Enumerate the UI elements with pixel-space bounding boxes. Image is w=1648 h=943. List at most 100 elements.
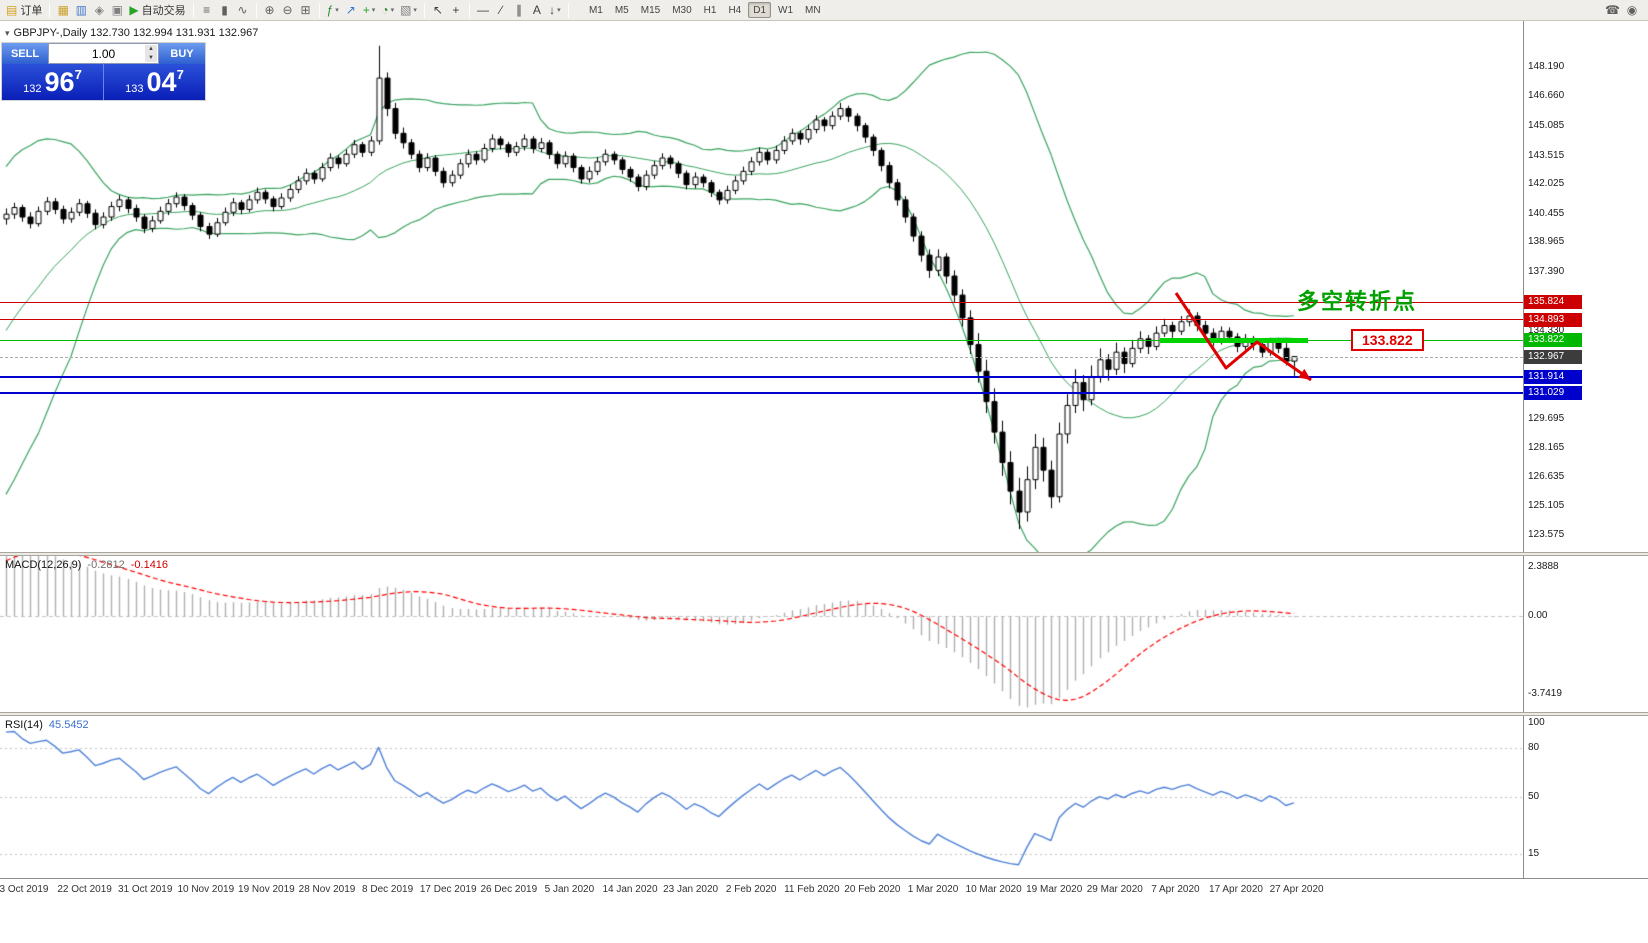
support-highlight-line[interactable] — [1160, 337, 1308, 343]
price-chart-canvas[interactable] — [0, 21, 1523, 552]
timeframe-d1[interactable]: D1 — [748, 2, 772, 18]
toolbar-buttons-group: ▤ 订单 ▦ ▥ ◈ ▣ ▶ 自动交易 ≡ ▮ ∿ ⊕ ⊖ ⊞ ƒ ▾ ↗ + ▾ ◔ ▾ ▧ ▾ ↖ + — ∕ ∥ A ↓ ▾ — [3, 0, 573, 20]
horizontal-line-131.029[interactable] — [0, 392, 1523, 395]
date-label: 8 Dec 2019 — [362, 884, 414, 895]
cursor-icon[interactable]: ↖ — [429, 1, 447, 19]
date-label: 19 Nov 2019 — [238, 884, 295, 895]
lot-increase-icon[interactable]: ▲ — [148, 46, 154, 52]
templates-icon: ▧ — [400, 3, 412, 17]
timeframe-m5[interactable]: M5 — [614, 4, 629, 16]
sell-price-display[interactable]: 132 96 7 — [2, 64, 103, 100]
horizontal-line-135.824[interactable] — [0, 301, 1523, 303]
horizontal-line-131.914[interactable] — [0, 375, 1523, 378]
price-label-132.967: 132.967 — [1524, 349, 1582, 364]
autotrade-button[interactable]: ▶ 自动交易 — [126, 1, 188, 19]
horizontal-line-133.822[interactable] — [0, 339, 1523, 341]
crosshair-icon[interactable]: + — [447, 1, 465, 19]
buy-button[interactable]: BUY — [159, 43, 205, 64]
turning-point-annotation[interactable]: 多空转折点 — [1297, 289, 1418, 314]
timeframe-w1[interactable]: W1 — [778, 4, 794, 16]
phone-dealer-icon: ☎ — [1605, 3, 1620, 17]
candlestick-chart-icon[interactable]: ▮ — [216, 1, 234, 19]
periods-icon[interactable]: ◔ ▾ — [378, 1, 397, 19]
pane-splitter[interactable] — [0, 552, 1648, 556]
date-label: 31 Oct 2019 — [117, 884, 173, 895]
chevron-down-icon: ▾ — [557, 7, 561, 14]
time-axis[interactable]: 3 Oct 2019 22 Oct 2019 31 Oct 2019 10 Nov 2… — [0, 878, 1648, 900]
zoom-in-icon[interactable]: ⊕ — [261, 1, 279, 19]
terminal-icon[interactable]: ▣ — [108, 1, 126, 19]
market-watch-icon[interactable]: ▦ — [54, 1, 72, 19]
candlestick-chart-icon: ▮ — [221, 3, 228, 17]
lot-size-field[interactable]: 1.00 ▲ ▼ — [48, 43, 159, 64]
buy-price-display[interactable]: 133 04 7 — [104, 64, 205, 100]
price-tick: 126.635 — [1528, 471, 1565, 483]
timeframe-mn[interactable]: MN — [805, 4, 821, 16]
templates-icon[interactable]: ▧ ▾ — [397, 1, 420, 19]
price-scale[interactable]: 148.190 146.660 145.085 143.515 142.025 140.4… — [1524, 21, 1648, 552]
timeframe-m15[interactable]: M15 — [640, 4, 661, 16]
chevron-down-icon: ▾ — [390, 7, 395, 14]
rsi-tick: 100 — [1528, 717, 1545, 728]
pane-splitter[interactable] — [0, 712, 1648, 716]
new-order-button[interactable]: ▤ 订单 — [3, 1, 45, 19]
navigator-icon[interactable]: ◈ — [90, 1, 108, 19]
profiles-icon: ↗ — [345, 3, 356, 17]
price-tick: 129.695 — [1528, 412, 1565, 424]
price-level-label[interactable]: 133.822 — [1351, 329, 1424, 351]
horizontal-line-icon: — — [476, 3, 489, 17]
channel-icon[interactable]: ∥ — [510, 1, 528, 19]
rsi-indicator-label: RSI(14) 45.5452 — [5, 719, 89, 731]
phone-dealer-icon[interactable]: ☎ — [1602, 1, 1623, 19]
lot-decrease-icon[interactable]: ▼ — [148, 55, 154, 61]
tile-windows-icon[interactable]: ⊞ — [297, 1, 315, 19]
lot-spinner: ▲ ▼ — [145, 45, 157, 62]
new-order-button-label: 订单 — [20, 5, 43, 17]
timeframe-h1[interactable]: H1 — [703, 4, 717, 16]
timeframe-h4[interactable]: H4 — [728, 4, 742, 16]
macd-scale[interactable]: 2.3888 0.00 -3.7419 — [1524, 556, 1648, 712]
date-label: 29 Mar 2020 — [1086, 884, 1143, 895]
date-label: 2 Feb 2020 — [725, 884, 777, 895]
sell-price-sup: 7 — [74, 67, 82, 82]
price-divider — [103, 64, 104, 100]
community-search-icon[interactable]: ◉ — [1623, 1, 1641, 19]
sell-button[interactable]: SELL — [2, 43, 48, 64]
crosshair-icon: + — [452, 3, 460, 17]
profiles-icon[interactable]: ↗ — [342, 1, 360, 19]
new-order-icon: ▤ — [6, 3, 18, 17]
horizontal-line-icon[interactable]: — — [474, 1, 492, 19]
rsi-canvas[interactable] — [0, 716, 1523, 878]
toolbar-separator — [423, 2, 425, 18]
price-tick: 148.190 — [1528, 60, 1565, 72]
timeframe-m1[interactable]: M1 — [588, 4, 603, 16]
lot-size-value: 1.00 — [91, 46, 116, 61]
horizontal-line-134.893[interactable] — [0, 319, 1523, 321]
price-tick: 146.660 — [1528, 89, 1565, 101]
text-label-icon[interactable]: A — [528, 1, 546, 19]
bar-chart-icon[interactable]: ≡ — [198, 1, 216, 19]
indicators-icon[interactable]: ƒ ▾ — [324, 1, 342, 19]
zoom-out-icon[interactable]: ⊖ — [279, 1, 297, 19]
price-tick: 143.515 — [1528, 149, 1565, 161]
chevron-down-icon: ▾ — [371, 7, 376, 14]
date-label: 11 Feb 2020 — [784, 884, 840, 895]
trendline-icon[interactable]: ∕ — [492, 1, 510, 19]
add-indicator-icon[interactable]: + ▾ — [360, 1, 379, 19]
rsi-scale[interactable]: 100 80 50 15 — [1524, 716, 1648, 878]
data-window-icon[interactable]: ▥ — [72, 1, 90, 19]
navigator-icon: ◈ — [94, 3, 104, 17]
date-label: 23 Jan 2020 — [663, 884, 719, 895]
timeframe-m30[interactable]: M30 — [672, 4, 692, 16]
trade-panel-toggle-icon[interactable]: ▾ — [5, 28, 10, 38]
date-label: 14 Jan 2020 — [602, 884, 658, 895]
horizontal-line-132.967[interactable] — [0, 356, 1523, 358]
buy-price-big: 04 — [146, 67, 177, 97]
line-chart-icon[interactable]: ∿ — [234, 1, 252, 19]
trendline-icon: ∕ — [499, 3, 502, 17]
arrows-icon[interactable]: ↓ ▾ — [546, 1, 564, 19]
zoom-in-icon: ⊕ — [264, 3, 275, 17]
one-click-trading-panel: SELL 1.00 ▲ ▼ BUY 132 96 7 133 04 7 — [2, 43, 205, 100]
rsi-pane: RSI(14) 45.5452 100 80 50 15 — [0, 716, 1648, 878]
macd-canvas[interactable] — [0, 556, 1523, 712]
